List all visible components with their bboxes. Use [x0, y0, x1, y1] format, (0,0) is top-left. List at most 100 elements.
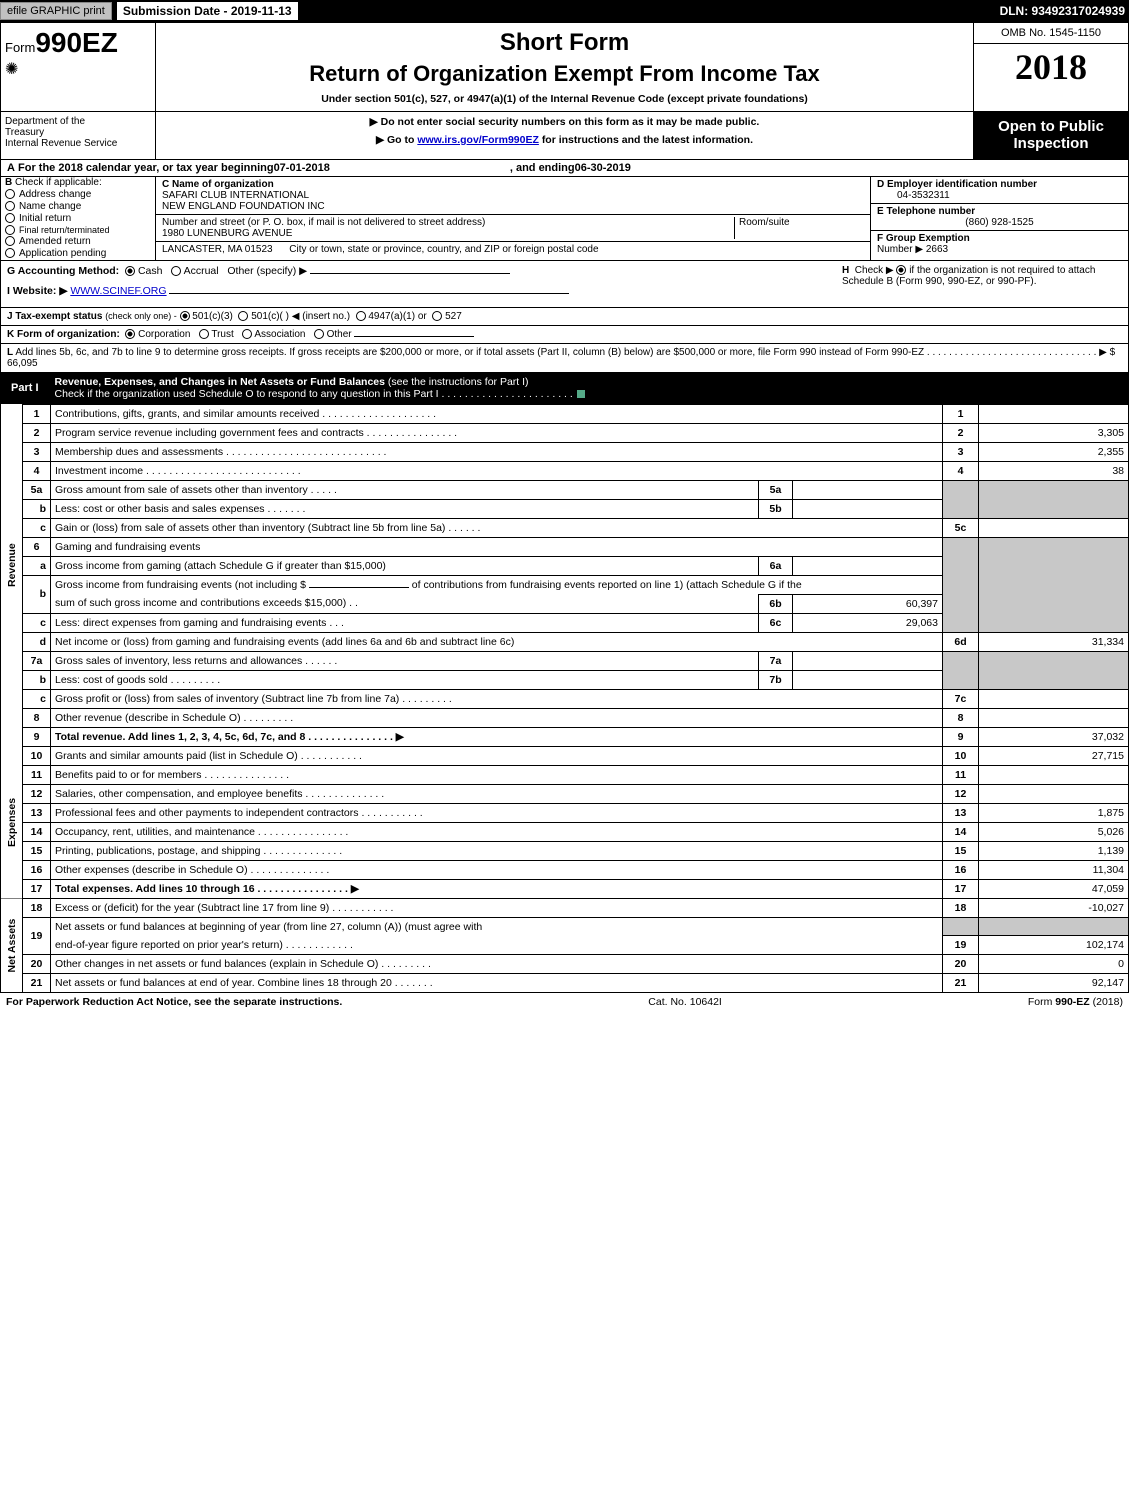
check-initial-return[interactable]	[5, 213, 15, 223]
top-bar-left: efile GRAPHIC print Submission Date - 20…	[0, 1, 299, 21]
radio-cash[interactable]	[125, 266, 135, 276]
radio-other-org[interactable]	[314, 329, 324, 339]
row11-rv	[979, 765, 1129, 784]
shade-5ab-v	[979, 480, 1129, 518]
row19-rn: 19	[943, 936, 979, 955]
check-application-pending[interactable]	[5, 248, 15, 258]
row4-rv: 38	[979, 461, 1129, 480]
lbl-initial-return: Initial return	[19, 213, 71, 224]
col-b: B Check if applicable: Address change Na…	[1, 177, 156, 260]
row1-rn: 1	[943, 404, 979, 423]
row9-num: 9	[23, 727, 51, 746]
row6b-mv: 60,397	[793, 594, 943, 613]
row17-rv: 47,059	[979, 879, 1129, 898]
lbl-corp: Corporation	[138, 329, 190, 340]
radio-trust[interactable]	[199, 329, 209, 339]
row14-rv: 5,026	[979, 822, 1129, 841]
row6b-desc1: Gross income from fundraising events (no…	[51, 575, 943, 594]
row18-num: 18	[23, 898, 51, 917]
return-title: Return of Organization Exempt From Incom…	[166, 61, 963, 87]
row6c-mv: 29,063	[793, 613, 943, 632]
submission-date: Submission Date - 2019-11-13	[116, 1, 299, 21]
lbl-accrual: Accrual	[184, 265, 219, 277]
part-i-checkbox[interactable]	[576, 389, 586, 399]
row4-desc: Investment income . . . . . . . . . . . …	[51, 461, 943, 480]
col-c: C Name of organization SAFARI CLUB INTER…	[156, 177, 870, 260]
row21-num: 21	[23, 974, 51, 993]
website-link[interactable]: WWW.SCINEF.ORG	[70, 285, 166, 297]
tax-year: 2018	[974, 44, 1128, 90]
short-form-title: Short Form	[166, 29, 963, 57]
line-a: A For the 2018 calendar year, or tax yea…	[0, 160, 1129, 177]
row5a-num: 5a	[23, 480, 51, 499]
row4-rn: 4	[943, 461, 979, 480]
row3-desc: Membership dues and assessments . . . . …	[51, 442, 943, 461]
website-underline	[169, 293, 569, 294]
irs-link[interactable]: www.irs.gov/Form990EZ	[417, 134, 539, 146]
radio-assoc[interactable]	[242, 329, 252, 339]
phone-value: (860) 928-1525	[877, 217, 1122, 228]
part-i-header: Part I Revenue, Expenses, and Changes in…	[0, 373, 1129, 404]
row7a-desc: Gross sales of inventory, less returns a…	[51, 651, 759, 670]
row16-num: 16	[23, 860, 51, 879]
row19-desc2: end-of-year figure reported on prior yea…	[51, 936, 943, 955]
radio-527[interactable]	[432, 311, 442, 321]
row1-rv	[979, 404, 1129, 423]
row6-num: 6	[23, 537, 51, 556]
check-h[interactable]	[896, 265, 906, 275]
part-i-check-line: Check if the organization used Schedule …	[55, 388, 573, 400]
row12-desc: Salaries, other compensation, and employ…	[51, 784, 943, 803]
row10-num: 10	[23, 746, 51, 765]
efile-print-button[interactable]: efile GRAPHIC print	[0, 2, 112, 20]
lbl-amended-return: Amended return	[19, 236, 91, 247]
row10-rv: 27,715	[979, 746, 1129, 765]
row7a-mv	[793, 651, 943, 670]
row13-rv: 1,875	[979, 803, 1129, 822]
row8-rv	[979, 708, 1129, 727]
row6a-mn: 6a	[759, 556, 793, 575]
row7c-num: c	[23, 689, 51, 708]
check-address-change[interactable]	[5, 189, 15, 199]
sidelabel-netassets: Net Assets	[1, 898, 23, 993]
shade-6	[943, 537, 979, 632]
row6b-desc3: sum of such gross income and contributio…	[51, 594, 759, 613]
h-label: H	[842, 265, 849, 276]
part-i-title: Revenue, Expenses, and Changes in Net As…	[49, 373, 592, 403]
row2-num: 2	[23, 423, 51, 442]
note-goto: ▶ Go to www.irs.gov/Form990EZ for instru…	[160, 134, 969, 146]
row7b-desc: Less: cost of goods sold . . . . . . . .…	[51, 670, 759, 689]
radio-4947[interactable]	[356, 311, 366, 321]
row19-rv: 102,174	[979, 936, 1129, 955]
check-final-return[interactable]	[5, 225, 15, 235]
row14-desc: Occupancy, rent, utilities, and maintena…	[51, 822, 943, 841]
check-amended-return[interactable]	[5, 236, 15, 246]
dept-line1: Department of the	[5, 116, 151, 127]
line-a-label: A	[7, 162, 15, 174]
radio-501c[interactable]	[238, 311, 248, 321]
phone-label: E Telephone number	[877, 206, 975, 217]
lbl-final-return: Final return/terminated	[19, 225, 110, 235]
row20-rv: 0	[979, 955, 1129, 974]
row6d-rn: 6d	[943, 632, 979, 651]
note-goto-pre: ▶ Go to	[376, 134, 417, 146]
row15-rv: 1,139	[979, 841, 1129, 860]
line-a-mid: , and ending	[510, 162, 575, 174]
radio-accrual[interactable]	[171, 266, 181, 276]
row14-num: 14	[23, 822, 51, 841]
row20-rn: 20	[943, 955, 979, 974]
col-e-phone: E Telephone number (860) 928-1525	[871, 204, 1128, 231]
radio-501c3[interactable]	[180, 311, 190, 321]
check-name-change[interactable]	[5, 201, 15, 211]
radio-corp[interactable]	[125, 329, 135, 339]
form-header: Form990EZ ✺ Short Form Return of Organiz…	[0, 22, 1129, 112]
row9-rn: 9	[943, 727, 979, 746]
row18-rn: 18	[943, 898, 979, 917]
section-gi-left: G Accounting Method: Cash Accrual Other …	[7, 265, 842, 303]
shade-7ab-v	[979, 651, 1129, 689]
lbl-address-change: Address change	[19, 189, 91, 200]
row4-num: 4	[23, 461, 51, 480]
row5b-mv	[793, 499, 943, 518]
row10-rn: 10	[943, 746, 979, 765]
lbl-527: 527	[445, 311, 462, 322]
row12-rn: 12	[943, 784, 979, 803]
